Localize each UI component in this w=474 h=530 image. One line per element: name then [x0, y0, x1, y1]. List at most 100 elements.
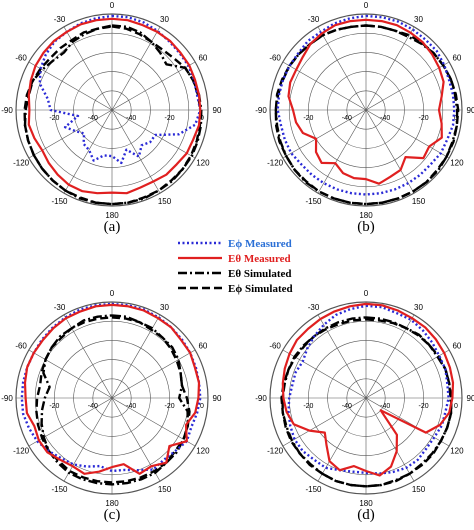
grid-spoke [365, 61, 450, 111]
angle-tick-label: 30 [160, 15, 169, 24]
angle-tick-label: -30 [308, 303, 320, 312]
legend-label-theta-measured: Eθ Measured [228, 253, 291, 265]
grid-spoke [111, 109, 196, 159]
angle-tick-label: -30 [54, 15, 66, 24]
radial-tick-label: -20 [303, 403, 313, 410]
grid-spoke [365, 26, 415, 111]
grid-spoke [365, 349, 450, 399]
legend-label-theta-simulated: Eθ Simulated [228, 268, 292, 280]
series-e-theta-measured [281, 302, 455, 477]
grid-spoke [111, 109, 161, 194]
series-e-theta-measured [27, 17, 202, 195]
radial-tick-label: -40 [342, 115, 352, 122]
angle-tick-label: 180 [105, 499, 119, 508]
grid-spoke [111, 397, 196, 447]
radial-tick-label: -40 [126, 115, 136, 122]
legend: Eϕ Measured Eθ Measured Eθ Simulated Eϕ … [178, 238, 293, 295]
angle-tick-label: 120 [450, 447, 464, 456]
angle-tick-label: 60 [452, 54, 461, 63]
angle-tick-label: 90 [213, 106, 222, 115]
radial-tick-label: -40 [380, 115, 390, 122]
angle-tick-label: 0 [110, 289, 115, 298]
angle-tick-label: 30 [414, 15, 423, 24]
angle-tick-label: 30 [160, 303, 169, 312]
angle-tick-label: 150 [412, 197, 426, 206]
angle-tick-label: -90 [255, 394, 267, 403]
angle-tick-label: -120 [13, 447, 30, 456]
angle-tick-label: 120 [450, 159, 464, 168]
series-e-theta-simulated [40, 314, 189, 486]
radial-tick-label: -40 [88, 403, 98, 410]
angle-tick-label: 150 [158, 485, 172, 494]
angle-tick-label: -30 [308, 15, 320, 24]
radial-tick-label: 0 [454, 115, 458, 122]
radial-tick-label: -40 [88, 115, 98, 122]
angle-tick-label: 90 [213, 394, 222, 403]
angle-tick-label: 180 [105, 211, 119, 220]
series-e-phi-measured [287, 304, 450, 475]
legend-label-phi-measured: Eϕ Measured [228, 238, 292, 250]
angle-tick-label: -150 [305, 485, 322, 494]
angle-tick-label: -90 [1, 106, 13, 115]
angle-tick-label: 90 [467, 394, 474, 403]
series-e-theta-simulated [274, 24, 459, 206]
angle-tick-label: 0 [364, 1, 369, 10]
polar-plot-d: 0 30 60 90 120 150 180 -150 -120 -90 -60 -30 0 -20 -40… [255, 289, 474, 508]
caption-b: (b) [357, 219, 375, 235]
angle-tick-label: -60 [269, 54, 281, 63]
angle-tick-label: 60 [452, 342, 461, 351]
grid-spoke [63, 397, 113, 482]
radial-tick-label: -20 [419, 115, 429, 122]
radial-tick-label: -40 [380, 403, 390, 410]
grid-spoke [282, 109, 367, 159]
series-e-theta-measured [287, 18, 445, 185]
grid-spoke [317, 109, 367, 194]
radial-tick-label: -20 [419, 403, 429, 410]
grid-spoke [365, 397, 450, 447]
angle-tick-label: 150 [412, 485, 426, 494]
radial-tick-label: 0 [454, 403, 458, 410]
angle-tick-label: -150 [51, 197, 68, 206]
angle-tick-label: -90 [255, 106, 267, 115]
angle-tick-label: -90 [1, 394, 13, 403]
radial-tick-label: -20 [49, 403, 59, 410]
radial-tick-label: -20 [165, 115, 175, 122]
angle-tick-label: 120 [196, 447, 210, 456]
grid-spoke [111, 349, 196, 399]
polar-plot-c: 0 30 60 90 120 150 180 -150 -120 -90 -60 -30 0 -20 -40… [1, 289, 222, 508]
angle-tick-label: -150 [51, 485, 68, 494]
grid-spoke [111, 26, 161, 111]
angle-tick-label: 0 [110, 1, 115, 10]
radial-tick-label: -40 [342, 403, 352, 410]
grid-spoke [111, 61, 196, 111]
angle-tick-label: 150 [158, 197, 172, 206]
angle-tick-label: 180 [359, 499, 373, 508]
grid-spoke [282, 349, 367, 399]
grid-spoke [111, 397, 161, 482]
radial-tick-label: 0 [200, 403, 204, 410]
angle-tick-label: -120 [267, 159, 284, 168]
grid-spoke [365, 109, 450, 159]
angle-tick-label: 30 [414, 303, 423, 312]
angle-tick-label: -60 [15, 54, 27, 63]
angle-tick-label: -30 [54, 303, 66, 312]
angle-tick-label: 90 [467, 106, 474, 115]
angle-tick-label: 0 [364, 289, 369, 298]
caption-c: (c) [104, 507, 121, 523]
angle-tick-label: -150 [305, 197, 322, 206]
grid-spoke [317, 26, 367, 111]
angle-tick-label: -60 [269, 342, 281, 351]
radial-tick-label: -20 [49, 115, 59, 122]
series-e-theta-simulated [281, 316, 453, 488]
polar-plot-a: 0306090120150180-150-120-90-60-300-20-40… [1, 1, 222, 220]
radial-tick-label: -20 [303, 115, 313, 122]
angle-tick-label: 120 [196, 159, 210, 168]
angle-tick-label: 60 [198, 54, 207, 63]
angle-tick-label: -60 [15, 342, 27, 351]
grid-spoke [63, 109, 113, 194]
grid-spoke [365, 109, 415, 194]
angle-tick-label: 180 [359, 211, 373, 220]
grid-spoke [317, 314, 367, 399]
angle-tick-label: -120 [267, 447, 284, 456]
